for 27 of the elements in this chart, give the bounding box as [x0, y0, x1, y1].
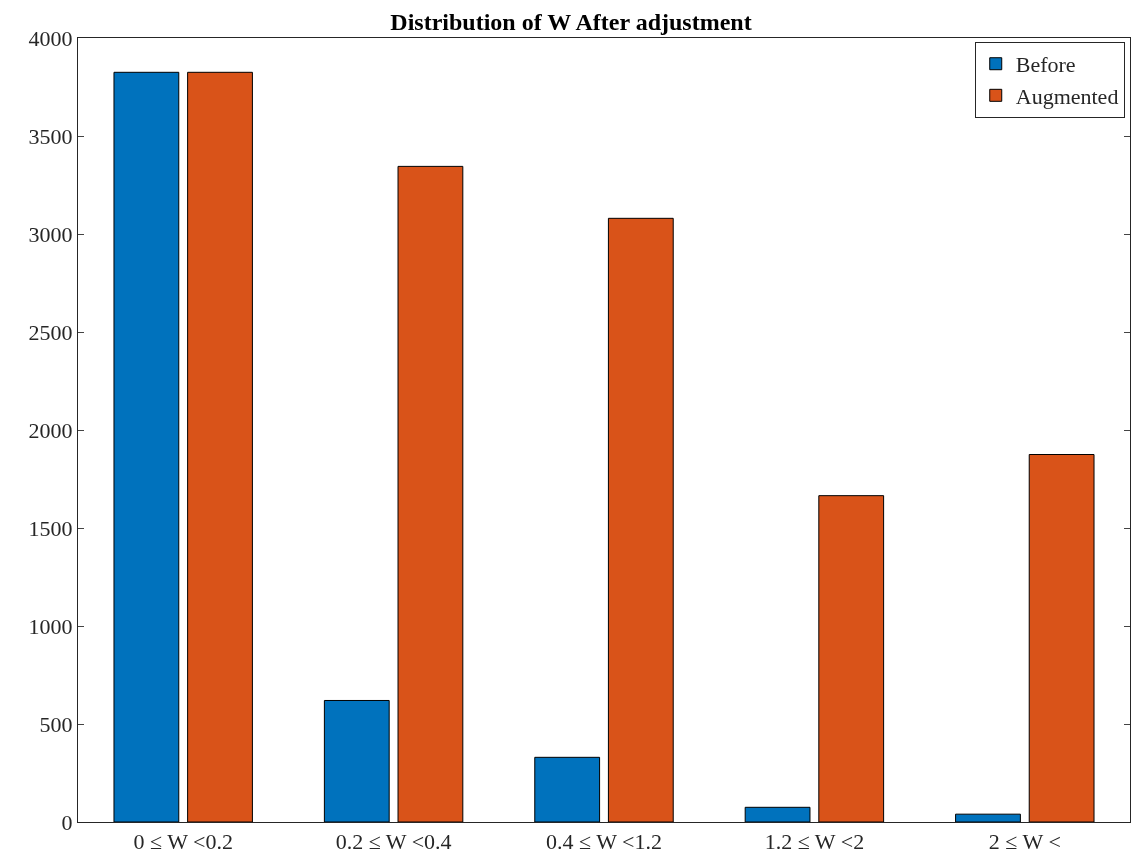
x-tick-label: 0.4 ≤ W <1.2: [546, 829, 662, 855]
x-tick-label: 0 ≤ W <0.2: [133, 829, 233, 855]
y-tick-label: 500: [39, 711, 73, 737]
bar: [818, 495, 885, 822]
bar: [744, 806, 811, 822]
x-tick-label: 1.2 ≤ W <2: [764, 829, 865, 855]
y-tick-label: 3000: [28, 221, 73, 247]
bar: [113, 71, 180, 822]
bar: [607, 217, 674, 822]
bar: [534, 756, 601, 822]
y-tick-label: 0: [61, 809, 73, 835]
bar: [323, 699, 390, 822]
y-tick-label: 2000: [28, 417, 73, 443]
y-tick-label: 1500: [28, 515, 73, 541]
chart-title: Distribution of W After adjustment: [390, 8, 752, 35]
legend-label: Augmented: [1015, 83, 1119, 109]
x-tick-label: 0.2 ≤ W <0.4: [335, 829, 452, 855]
bar: [397, 165, 464, 822]
legend-label: Before: [1015, 52, 1076, 78]
y-tick-label: 1000: [28, 613, 73, 639]
bar: [187, 71, 253, 822]
y-tick-label: 2500: [28, 319, 73, 345]
x-tick-label: 2 ≤ W <: [988, 829, 1061, 855]
bar: [1028, 454, 1095, 822]
y-tick-label: 3500: [28, 123, 73, 149]
y-tick-label: 4000: [28, 25, 73, 51]
bar: [955, 813, 1021, 822]
